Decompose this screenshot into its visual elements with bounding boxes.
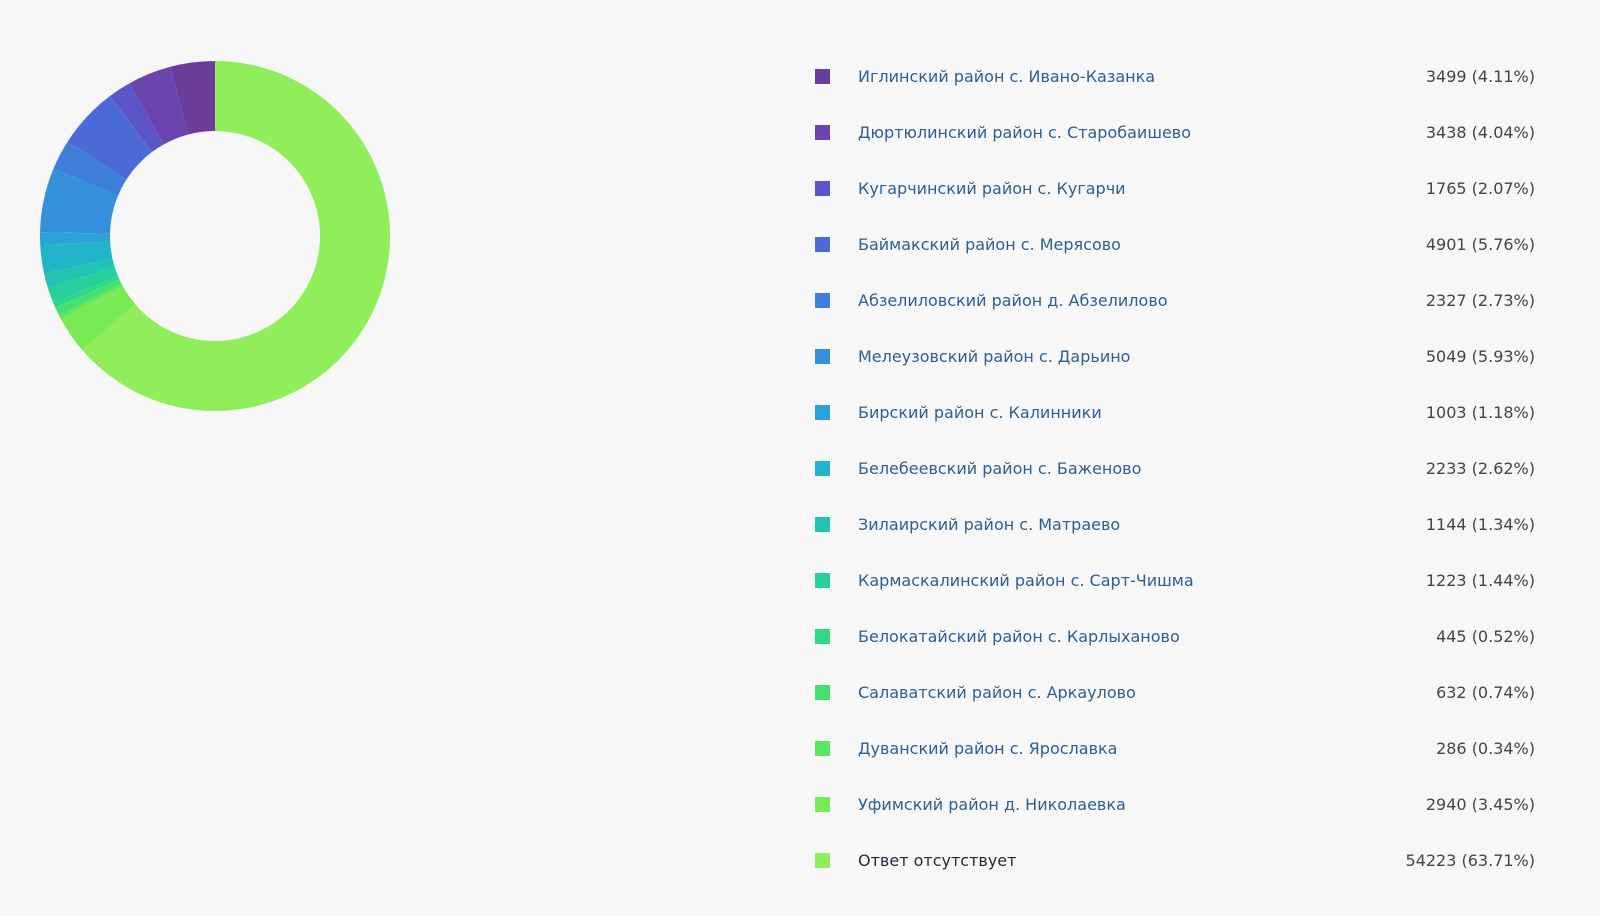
legend-label: Дюртюлинский район с. Старобаишево — [858, 122, 1192, 142]
donut-slice — [53, 142, 127, 196]
legend-label: Кугарчинский район с. Кугарчи — [858, 178, 1126, 198]
donut-slice — [60, 285, 136, 350]
legend-item: Абзелиловский район д. Абзелилово 2327 (2… — [810, 272, 1535, 328]
legend-label: Белокатайский район с. Карлыханово — [858, 626, 1180, 646]
legend-label: Баймакский район с. Мерясово — [858, 234, 1121, 254]
legend-swatch — [815, 460, 830, 476]
donut-slice — [44, 258, 115, 288]
legend-value: 54223 (63.71%) — [1405, 850, 1535, 870]
legend-label: Салаватский район с. Аркаулово — [858, 682, 1136, 702]
legend-label: Зилаирский район с. Матраево — [858, 514, 1121, 534]
legend-value: 3438 (4.04%) — [1425, 122, 1535, 142]
legend-item: Уфимский район д. Николаевка 2940 (3.45%) — [810, 776, 1535, 832]
legend-swatch — [815, 572, 830, 588]
legend-swatch — [815, 628, 830, 644]
legend-value: 1765 (2.07%) — [1425, 178, 1535, 198]
legend-label: Иглинский район с. Ивано-Казанка — [858, 66, 1156, 86]
donut-slice — [129, 66, 189, 145]
legend-swatch — [815, 404, 830, 420]
legend-label: Ответ отсутствует — [858, 850, 1017, 870]
legend-item: Белебеевский район с. Баженово 2233 (2.62… — [810, 440, 1535, 496]
legend-item: Кармаскалинский район с. Сарт-Чишма 1223 … — [810, 552, 1535, 608]
legend-item: Кугарчинский район с. Кугарчи 1765 (2.07%… — [810, 160, 1535, 216]
legend-value: 5049 (5.93%) — [1425, 346, 1535, 366]
legend-value: 2940 (3.45%) — [1425, 794, 1535, 814]
legend-value: 3499 (4.11%) — [1425, 66, 1535, 86]
donut-slice — [59, 283, 123, 319]
legend-value: 2233 (2.62%) — [1425, 458, 1535, 478]
legend-item: Бирский район с. Калинники 1003 (1.18%) — [810, 384, 1535, 440]
legend-swatch — [815, 684, 830, 700]
legend-value: 445 (0.52%) — [1436, 626, 1535, 646]
legend: Иглинский район с. Ивано-Казанка 3499 (4.… — [810, 48, 1535, 888]
legend-value: 2327 (2.73%) — [1425, 290, 1535, 310]
legend-swatch — [815, 292, 830, 308]
donut-slice — [47, 267, 118, 303]
legend-item: Зилаирский район с. Матраево 1144 (1.34%) — [810, 496, 1535, 552]
legend-value: 4901 (5.76%) — [1425, 234, 1535, 254]
legend-swatch — [815, 740, 830, 756]
donut-slice — [53, 276, 120, 309]
legend-value: 1144 (1.34%) — [1425, 514, 1535, 534]
legend-label: Мелеузовский район с. Дарьино — [858, 346, 1131, 366]
legend-item: Мелеузовский район с. Дарьино 5049 (5.93%… — [810, 328, 1535, 384]
legend-item: Баймакский район с. Мерясово 4901 (5.76%) — [810, 216, 1535, 272]
legend-item: Ответ отсутствует 54223 (63.71%) — [810, 832, 1535, 888]
donut-slice — [110, 83, 164, 152]
legend-label: Абзелиловский район д. Абзелилово — [858, 290, 1168, 310]
legend-swatch — [815, 124, 830, 140]
legend-swatch — [815, 516, 830, 532]
legend-swatch — [815, 236, 830, 252]
legend-item: Дюртюлинский район с. Старобаишево 3438 (… — [810, 104, 1535, 160]
legend-swatch — [815, 348, 830, 364]
legend-item: Салаватский район с. Аркаулово 632 (0.74%… — [810, 664, 1535, 720]
legend-label: Уфимский район д. Николаевка — [858, 794, 1126, 814]
donut-chart — [39, 61, 391, 411]
legend-swatch — [815, 796, 830, 812]
legend-swatch — [815, 852, 830, 868]
legend-item: Иглинский район с. Ивано-Казанка 3499 (4.… — [810, 48, 1535, 104]
legend-label: Кармаскалинский район с. Сарт-Чишма — [858, 570, 1194, 590]
legend-item: Дуванский район с. Ярославка 286 (0.34%) — [810, 720, 1535, 776]
donut-slice — [82, 61, 391, 411]
legend-value: 632 (0.74%) — [1436, 682, 1535, 702]
legend-label: Дуванский район с. Ярославка — [858, 738, 1118, 758]
donut-slice — [55, 279, 122, 316]
legend-label: Бирский район с. Калинники — [858, 402, 1102, 422]
legend-value: 286 (0.34%) — [1436, 738, 1535, 758]
legend-label: Белебеевский район с. Баженово — [858, 458, 1142, 478]
legend-item: Белокатайский район с. Карлыханово 445 (0… — [810, 608, 1535, 664]
donut-slice — [67, 95, 153, 180]
donut-slice — [170, 61, 215, 135]
legend-swatch — [815, 68, 830, 84]
donut-slice — [39, 232, 111, 246]
legend-swatch — [815, 180, 830, 196]
legend-value: 1223 (1.44%) — [1425, 570, 1535, 590]
donut-slice — [40, 168, 119, 234]
legend-value: 1003 (1.18%) — [1425, 402, 1535, 422]
donut-slice — [40, 241, 113, 274]
